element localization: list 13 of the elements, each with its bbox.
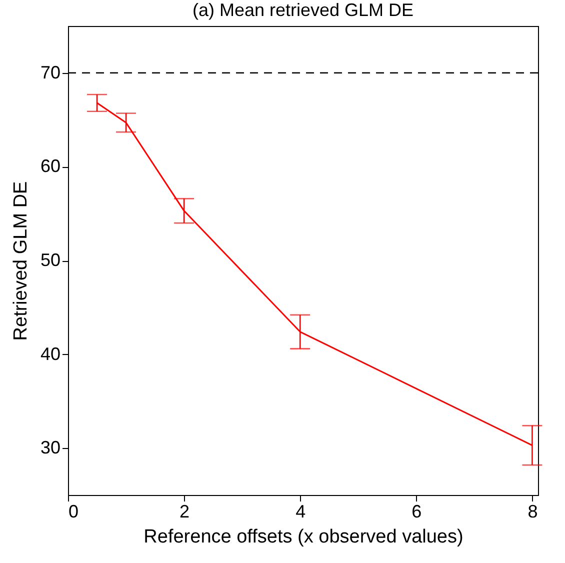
y-tick-label: 70: [40, 62, 60, 82]
x-tick-label: 4: [296, 502, 306, 522]
y-tick-label: 60: [40, 156, 60, 176]
y-tick-label: 50: [40, 250, 60, 270]
y-tick-label: 40: [40, 344, 60, 364]
x-tick-label: 0: [68, 502, 79, 522]
x-axis-title: Reference offsets (x observed values): [144, 526, 464, 548]
chart-title: (a) Mean retrieved GLM DE: [192, 0, 414, 20]
y-axis-title: Retrieved GLM DE: [10, 181, 32, 341]
x-tick-label: 8: [528, 502, 538, 522]
y-tick-label: 30: [40, 438, 60, 458]
x-tick-label: 2: [180, 502, 190, 522]
x-tick-label: 6: [412, 502, 422, 522]
